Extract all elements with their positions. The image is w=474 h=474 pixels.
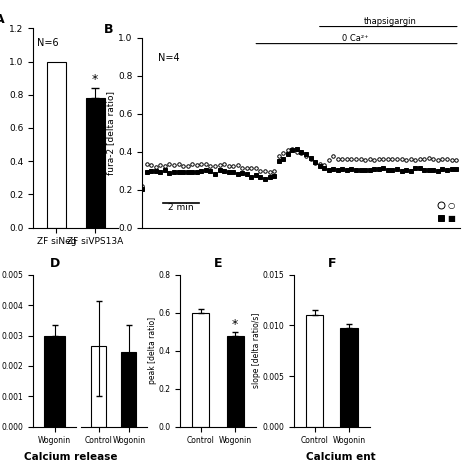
Y-axis label: peak [delta ratio]: peak [delta ratio]: [148, 317, 157, 384]
Bar: [91, 346, 106, 427]
Y-axis label: slope [delta ratio/s]: slope [delta ratio/s]: [252, 313, 261, 389]
Bar: [306, 315, 323, 427]
Text: thapsigargin: thapsigargin: [364, 17, 416, 26]
Text: Calcium ent: Calcium ent: [307, 452, 376, 462]
Bar: [121, 352, 137, 427]
Bar: [44, 336, 65, 427]
Text: 2 min: 2 min: [168, 203, 194, 212]
Text: 0 Ca²⁺: 0 Ca²⁺: [342, 34, 368, 43]
Legend: ○, ■: ○, ■: [434, 198, 459, 227]
Text: Calcium release: Calcium release: [24, 452, 118, 462]
Bar: [85, 98, 105, 228]
Text: E: E: [214, 257, 222, 270]
Text: B: B: [104, 23, 114, 36]
Text: F: F: [328, 257, 336, 270]
Bar: [340, 328, 358, 427]
Text: N=4: N=4: [158, 53, 180, 63]
Text: A: A: [0, 12, 4, 26]
Text: D: D: [49, 257, 60, 270]
Text: *: *: [232, 318, 238, 331]
Bar: [47, 62, 66, 228]
Y-axis label: fura-2 [delta ratio]: fura-2 [delta ratio]: [106, 91, 115, 175]
Bar: [227, 336, 244, 427]
Text: *: *: [92, 73, 99, 86]
Bar: [192, 313, 210, 427]
Text: N=6: N=6: [37, 38, 59, 48]
